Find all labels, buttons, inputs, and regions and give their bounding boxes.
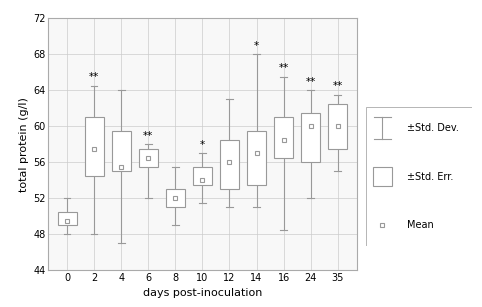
Text: **: ** [143,131,153,141]
Bar [58,212,77,225]
Text: *: * [254,41,259,51]
Text: *: * [200,140,205,150]
Text: ±Std. Dev.: ±Std. Dev. [407,123,458,133]
Text: ±Std. Err.: ±Std. Err. [407,172,453,181]
X-axis label: days post-inoculation: days post-inoculation [143,289,262,298]
Bar [166,189,185,207]
Text: **: ** [306,77,316,87]
Text: Mean: Mean [407,220,433,230]
Bar [247,131,266,185]
Bar [220,140,239,189]
Text: **: ** [89,72,99,82]
Bar [193,167,212,185]
Bar [328,104,347,149]
Bar [85,117,104,176]
Bar [139,149,158,167]
Bar [274,117,293,158]
Bar [301,113,320,162]
Bar [112,131,131,171]
Text: **: ** [333,81,343,91]
Text: **: ** [279,63,289,73]
FancyBboxPatch shape [366,107,472,246]
Y-axis label: total protein (g/l): total protein (g/l) [19,97,29,192]
